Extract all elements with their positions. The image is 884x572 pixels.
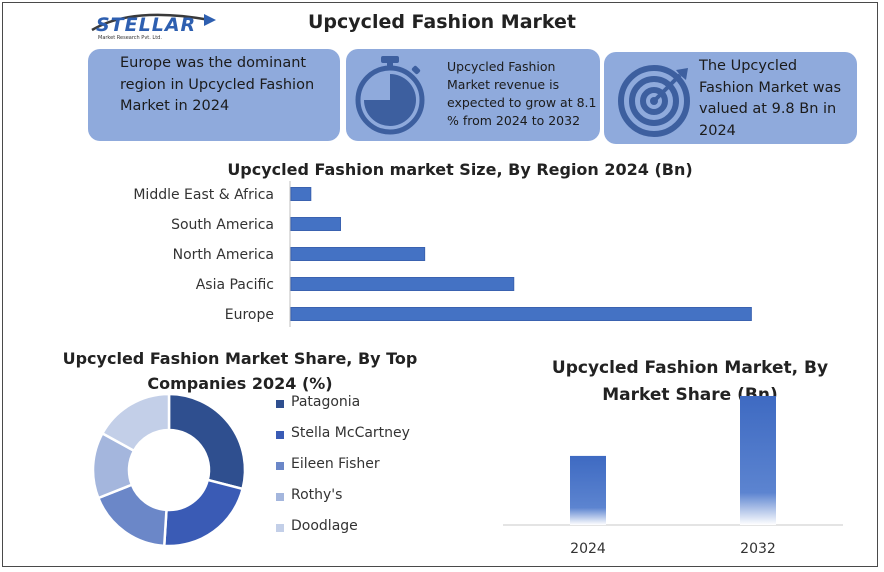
- stat-card-text: Europe was the dominant region in Upcycl…: [120, 55, 315, 114]
- legend-label: Eileen Fisher: [291, 456, 380, 472]
- region-bar: [290, 307, 752, 321]
- legend-swatch: [276, 462, 284, 470]
- legend-swatch: [276, 493, 284, 501]
- region-bar: [290, 187, 312, 201]
- market-share-chart-title: Upcycled Fashion Market, By Market Share…: [540, 355, 840, 409]
- region-category-label: South America: [171, 217, 274, 233]
- company-share-title-line-2: Companies 2024 (%): [147, 374, 333, 393]
- target-icon: [618, 65, 690, 137]
- region-category-label: Asia Pacific: [196, 277, 274, 293]
- stat-card-growth: Upcycled Fashion Market revenue is expec…: [346, 49, 600, 141]
- region-category-label: Europe: [225, 307, 274, 323]
- stat-card-text: Upcycled Fashion Market revenue is expec…: [447, 59, 597, 128]
- stat-card-dominant-region: Europe was the dominant region in Upcycl…: [88, 49, 340, 141]
- market-share-title-line-2: Market Share (Bn): [602, 385, 778, 405]
- stat-card-text: The Upcycled Fashion Market was valued a…: [699, 58, 842, 139]
- market-share-title-line-1: Upcycled Fashion Market, By: [551, 358, 829, 378]
- market-share-bar: [740, 395, 776, 525]
- region-bar: [290, 217, 341, 231]
- company-logo: STELLAR Market Research Pvt. Ltd.: [91, 13, 221, 44]
- stat-card-valuation: The Upcycled Fashion Market was valued a…: [604, 52, 857, 144]
- infographic-frame: [2, 2, 878, 567]
- region-category-label: Middle East & Africa: [133, 187, 274, 203]
- legend-swatch: [276, 431, 284, 439]
- legend-swatch: [276, 400, 284, 408]
- legend-label: Stella McCartney: [291, 425, 410, 441]
- year-tick-label: 2032: [740, 541, 776, 557]
- stopwatch-icon: [355, 56, 425, 135]
- logo-swoosh-icon: [91, 13, 216, 32]
- region-category-label: North America: [173, 247, 274, 263]
- logo-tagline: Market Research Pvt. Ltd.: [98, 35, 162, 41]
- donut-slice: [167, 392, 247, 491]
- legend-label: Patagonia: [291, 394, 361, 410]
- legend-label: Doodlage: [291, 518, 358, 534]
- market-share-bar: [570, 455, 606, 525]
- region-bar: [290, 277, 515, 291]
- region-bar: [290, 247, 426, 261]
- company-share-chart-title: Upcycled Fashion Market Share, By Top Co…: [60, 346, 420, 396]
- page-title: Upcycled Fashion Market: [308, 11, 576, 33]
- year-tick-label: 2024: [570, 541, 606, 557]
- legend-swatch: [276, 524, 284, 532]
- legend-label: Rothy's: [291, 487, 343, 503]
- logo-text: STELLAR: [96, 14, 197, 36]
- donut-slice: [100, 392, 171, 453]
- region-chart-title: Upcycled Fashion market Size, By Region …: [227, 160, 693, 179]
- company-share-title-line-1: Upcycled Fashion Market Share, By Top: [62, 349, 418, 368]
